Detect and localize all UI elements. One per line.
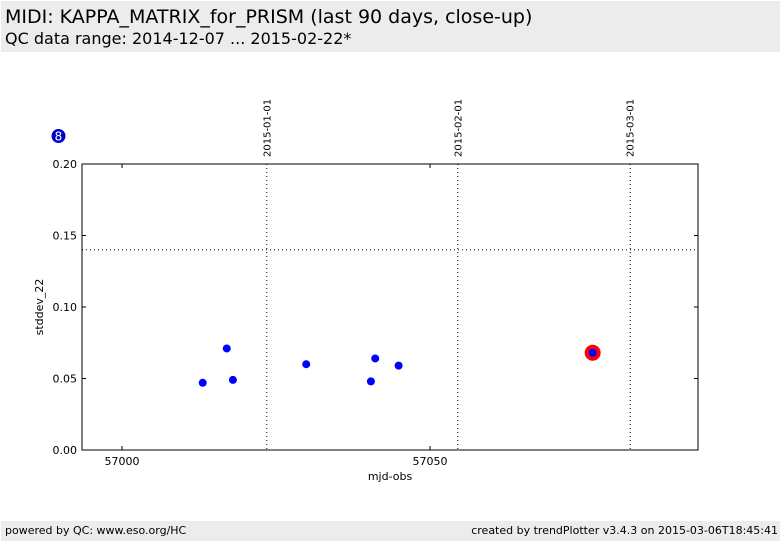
y-tick-label: 0.00 bbox=[53, 444, 78, 457]
x-ticks: 57000 57050 bbox=[105, 164, 448, 468]
y-axis-label: stddev_22 bbox=[33, 279, 46, 336]
data-point bbox=[588, 348, 597, 357]
data-points bbox=[198, 344, 601, 387]
date-marker-label: 2015-03-01 bbox=[626, 99, 637, 157]
data-point bbox=[302, 360, 311, 369]
date-marker-label: 2015-01-01 bbox=[262, 99, 273, 157]
page-subtitle: QC data range: 2014-12-07 ... 2015-02-22… bbox=[5, 29, 352, 48]
y-tick-label: 0.15 bbox=[53, 230, 78, 243]
x-tick-label: 57000 bbox=[105, 455, 140, 468]
data-point bbox=[394, 361, 403, 370]
plot-frame bbox=[81, 163, 699, 451]
data-point bbox=[198, 378, 207, 387]
data-point bbox=[371, 354, 380, 363]
date-marker-label: 2015-02-01 bbox=[453, 99, 464, 157]
data-point bbox=[228, 375, 237, 384]
date-markers: 2015-01-01 2015-02-01 2015-03-01 bbox=[262, 99, 637, 450]
x-tick-label: 57050 bbox=[413, 455, 448, 468]
count-badge: 8 bbox=[50, 128, 67, 144]
y-ticks: 0.00 0.05 0.10 0.15 0.20 bbox=[53, 158, 698, 457]
y-tick-label: 0.10 bbox=[53, 301, 78, 314]
header-bar: MIDI: KAPPA_MATRIX_for_PRISM (last 90 da… bbox=[1, 1, 780, 52]
data-point bbox=[222, 344, 231, 353]
footer-created-by: created by trendPlotter v3.4.3 on 2015-0… bbox=[471, 524, 778, 537]
page-title: MIDI: KAPPA_MATRIX_for_PRISM (last 90 da… bbox=[5, 6, 533, 28]
footer-powered-by: powered by QC: www.eso.org/HC bbox=[5, 524, 187, 537]
y-tick-label: 0.05 bbox=[53, 373, 78, 386]
count-badge-label: 8 bbox=[55, 130, 63, 144]
footer-bar: powered by QC: www.eso.org/HC created by… bbox=[1, 521, 780, 541]
data-point bbox=[366, 377, 375, 386]
y-tick-label: 0.20 bbox=[53, 158, 78, 171]
count-badge-circle bbox=[50, 128, 67, 144]
x-axis-label: mjd-obs bbox=[368, 470, 413, 483]
